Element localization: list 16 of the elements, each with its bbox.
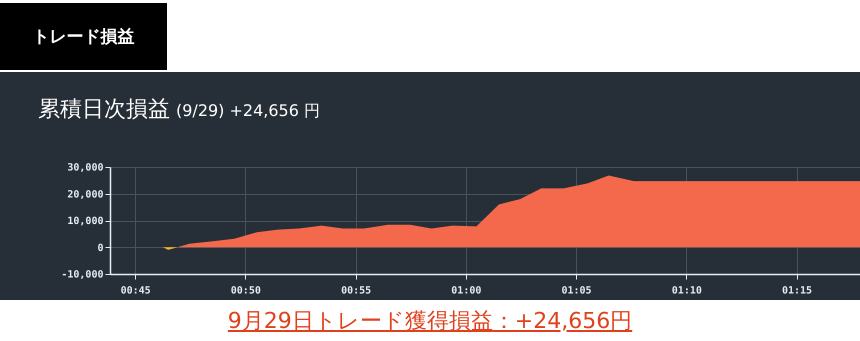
x-tick-label: 00:45 — [120, 286, 151, 296]
y-tick-label: 10,000 — [67, 216, 104, 227]
x-tick-label: 01:05 — [561, 286, 592, 296]
x-tick-label: 01:00 — [451, 286, 482, 296]
y-tick-label: 20,000 — [67, 189, 104, 200]
x-tick-label: 01:10 — [672, 286, 702, 296]
x-tick-label: 00:50 — [230, 286, 261, 296]
chart-subtitle: (9/29) +24,656 円 — [176, 101, 320, 120]
x-tick-label: 00:55 — [341, 286, 372, 296]
y-tick-label: -10,000 — [61, 270, 104, 280]
text: トレード損益 — [0, 3, 167, 70]
text: 9月29日トレード獲得損益：+24,656円 — [226, 308, 634, 336]
x-tick-label: 01:15 — [782, 286, 812, 296]
y-tick-label: 0 — [97, 242, 104, 254]
y-tick-label: 30,000 — [67, 162, 104, 174]
chart-title: 累積日次損益 — [38, 97, 170, 122]
